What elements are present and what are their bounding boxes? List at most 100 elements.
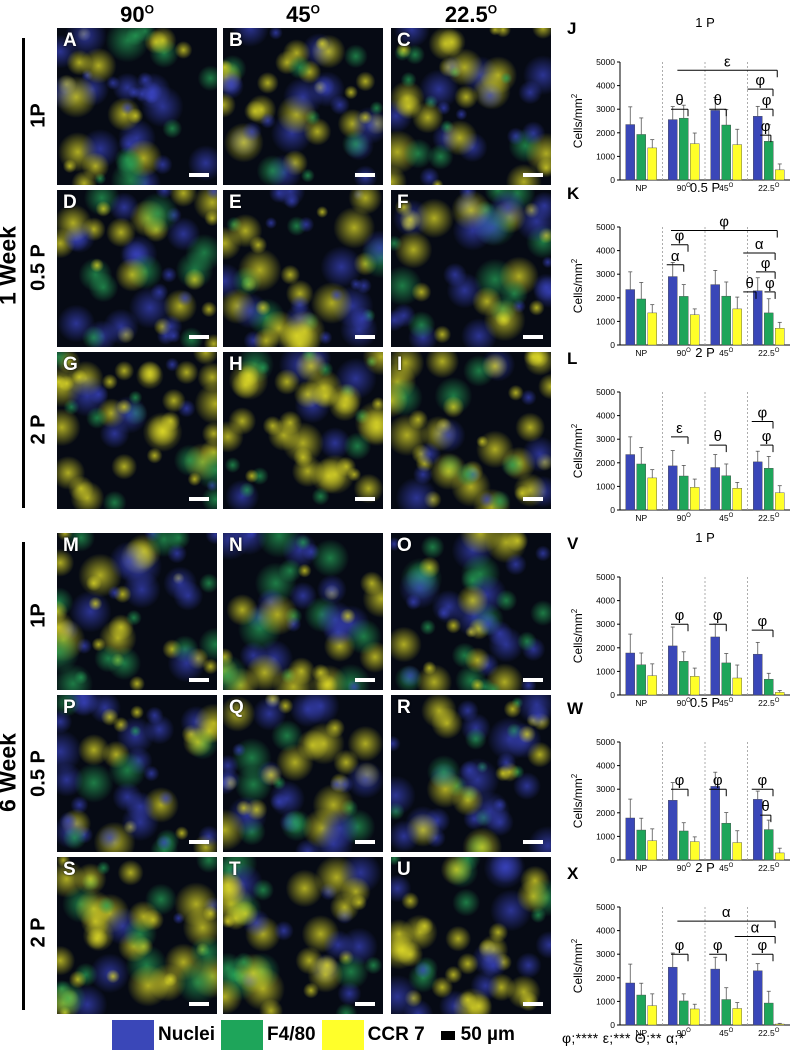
bar — [647, 147, 657, 181]
bar — [690, 676, 700, 696]
chart-letter: V — [567, 534, 579, 553]
week-bracket-6 — [22, 542, 25, 1010]
significance-symbol: φ — [758, 405, 768, 422]
significance-symbol: φ — [762, 428, 772, 445]
x-tick-label: 22.5O — [758, 698, 780, 708]
micrograph-panel: N — [223, 533, 383, 690]
micrograph-panel: A — [57, 28, 217, 185]
bar — [679, 830, 689, 861]
legend-item-f480: F4/80 — [221, 1020, 316, 1050]
bar — [668, 119, 678, 181]
bar — [710, 284, 720, 346]
bar — [710, 467, 720, 511]
bar — [721, 662, 731, 696]
micrograph-panel: U — [391, 857, 551, 1014]
bar — [764, 1002, 774, 1026]
y-tick-label: 2000 — [596, 973, 615, 983]
scale-bar — [523, 1002, 543, 1006]
legend-swatch-f480 — [221, 1020, 264, 1050]
x-tick-label: 22.5O — [758, 863, 780, 873]
scale-bar — [523, 335, 543, 339]
panel-letter: Q — [229, 697, 244, 718]
scale-bar — [189, 840, 209, 844]
panel-letter: N — [229, 535, 243, 556]
y-axis-label: Cells/mm2 — [570, 93, 585, 148]
y-tick-label: 0 — [610, 505, 615, 515]
legend: Nuclei F4/80 CCR 7 50 µm — [112, 1018, 521, 1052]
legend-item-nuclei: Nuclei — [112, 1020, 215, 1050]
panel-letter: P — [63, 697, 76, 718]
significance-symbol: φ — [765, 275, 775, 292]
bar — [690, 841, 700, 861]
panel-letter: G — [63, 354, 78, 375]
y-tick-label: 5000 — [596, 57, 615, 67]
bar — [679, 296, 689, 346]
y-tick-label: 3000 — [596, 619, 615, 629]
significance-symbol: φ — [758, 613, 768, 630]
significance-symbol: φ — [719, 214, 729, 231]
scale-bar — [355, 335, 375, 339]
bar — [668, 465, 678, 511]
y-tick-label: 1000 — [596, 151, 615, 161]
y-tick-label: 3000 — [596, 104, 615, 114]
y-tick-label: 1000 — [596, 666, 615, 676]
y-tick-label: 1000 — [596, 831, 615, 841]
y-tick-label: 4000 — [596, 596, 615, 606]
y-tick-label: 5000 — [596, 222, 615, 232]
scale-bar — [189, 173, 209, 177]
scale-bar — [523, 497, 543, 501]
bar — [732, 144, 742, 181]
bar — [690, 487, 700, 511]
bar — [647, 477, 657, 511]
y-tick-label: 0 — [610, 690, 615, 700]
micrograph-panel: H — [223, 352, 383, 509]
bar — [764, 678, 774, 696]
bar — [625, 982, 635, 1026]
y-tick-label: 0 — [610, 1020, 615, 1030]
panel-letter: M — [63, 535, 79, 556]
bar — [647, 840, 657, 861]
significance-symbol: ε — [676, 420, 683, 437]
micrograph-panel: F — [391, 190, 551, 347]
significance-symbol: ε — [724, 53, 731, 70]
y-tick-label: 2000 — [596, 808, 615, 818]
significance-symbol: φ — [758, 937, 768, 954]
micrograph-panel: D — [57, 190, 217, 347]
x-tick-label: 90O — [677, 1028, 691, 1038]
significance-symbol: φ — [675, 937, 685, 954]
bar — [636, 829, 646, 861]
x-tick-label: 22.5O — [758, 1028, 780, 1038]
significance-symbol: α — [751, 920, 760, 937]
panel-letter: I — [397, 354, 403, 375]
panel-letter: C — [397, 30, 411, 51]
significance-symbol: φ — [713, 937, 723, 954]
y-tick-label: 4000 — [596, 926, 615, 936]
micrograph-panel: Q — [223, 695, 383, 852]
panel-letter: T — [229, 859, 241, 880]
y-tick-label: 0 — [610, 175, 615, 185]
bar — [753, 290, 763, 346]
bar — [625, 454, 635, 511]
y-tick-label: 3000 — [596, 434, 615, 444]
significance-symbol: φ — [675, 607, 685, 624]
x-tick-label: NP — [635, 863, 647, 873]
bar — [647, 312, 657, 346]
chart-letter: L — [567, 349, 577, 368]
column-header-22-5: 22.5O — [444, 2, 498, 27]
bar — [625, 124, 635, 181]
scale-bar — [355, 1002, 375, 1006]
significance-symbol: φ — [713, 607, 723, 624]
significance-symbol: φ — [761, 118, 771, 135]
scale-bar — [355, 678, 375, 682]
x-tick-label: NP — [635, 513, 647, 523]
significance-symbol: φ — [675, 772, 685, 789]
chart-title: 2 P — [695, 860, 715, 875]
bar — [764, 141, 774, 181]
significance-symbol: θ — [745, 275, 753, 292]
micrograph-panel: E — [223, 190, 383, 347]
significance-symbol: θ — [675, 92, 683, 109]
bar — [710, 786, 720, 861]
y-axis-label: Cells/mm2 — [570, 608, 585, 663]
y-tick-label: 4000 — [596, 761, 615, 771]
y-axis-label: Cells/mm2 — [570, 423, 585, 478]
